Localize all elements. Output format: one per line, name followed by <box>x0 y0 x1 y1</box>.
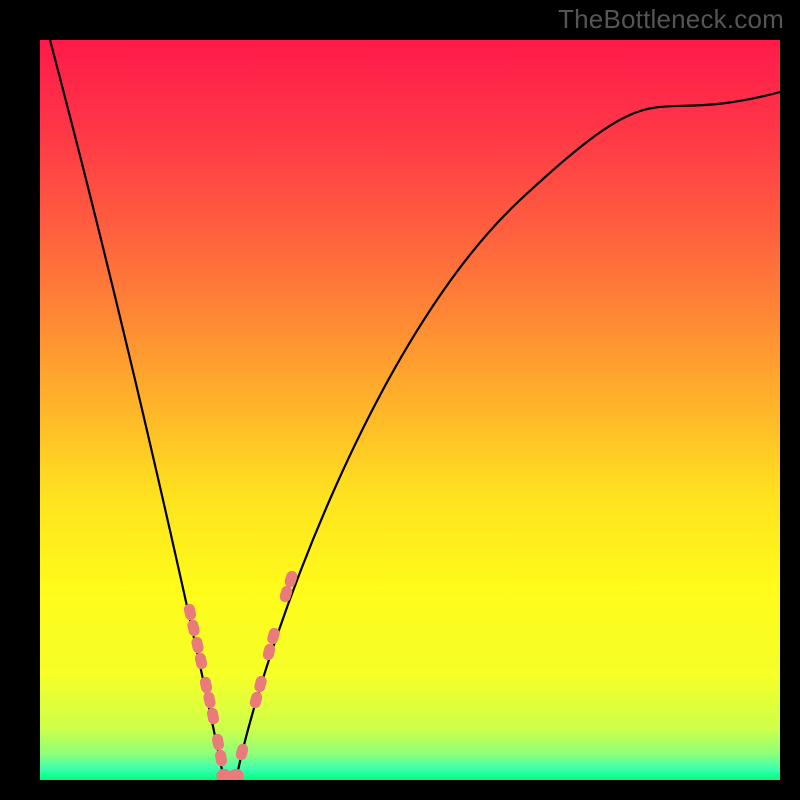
plot-background <box>40 40 780 780</box>
chart-svg <box>0 0 800 800</box>
chart-root: TheBottleneck.com <box>0 0 800 800</box>
watermark-text: TheBottleneck.com <box>558 4 784 35</box>
